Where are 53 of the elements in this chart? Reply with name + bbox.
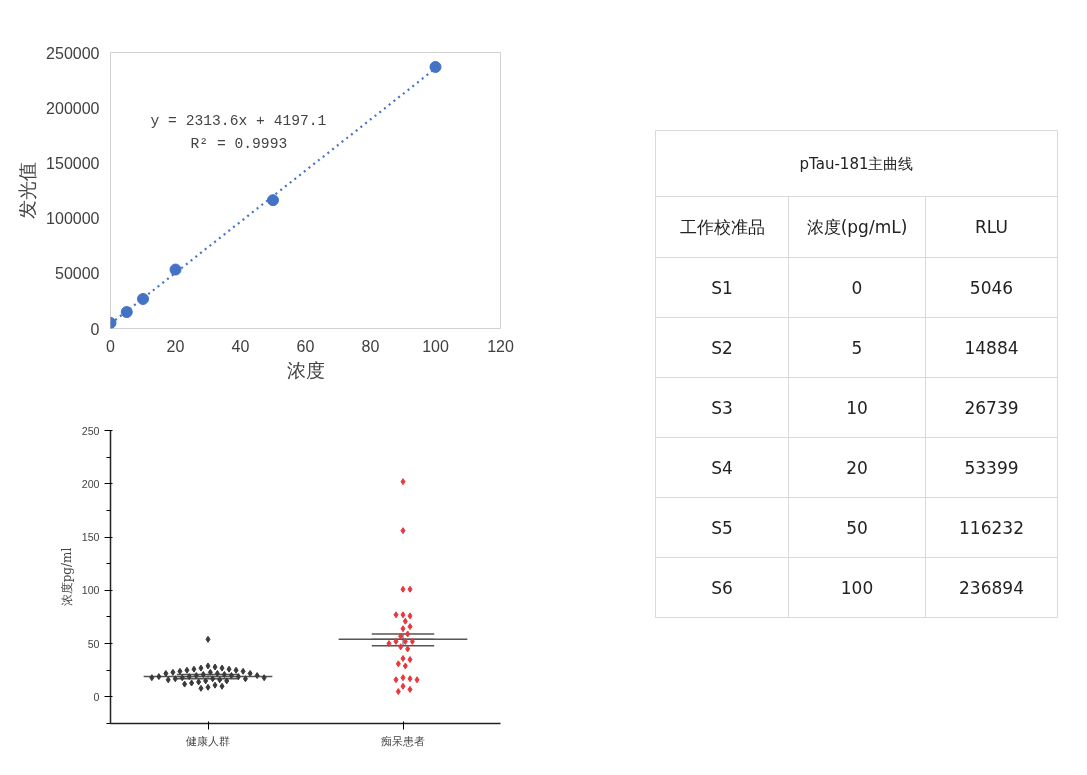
y-tick-label: 0 <box>93 690 100 703</box>
data-label: 14884 <box>964 338 1019 358</box>
data-label: 116232 <box>959 518 1024 538</box>
category-label: S5 <box>711 517 733 538</box>
text: RLU <box>975 217 1008 237</box>
x-tick-label: 40 <box>231 337 250 355</box>
x-tick-label: 痴呆患者 <box>381 734 425 748</box>
data-label: 10 <box>846 398 868 418</box>
point <box>137 292 149 305</box>
x-tick-label: 120 <box>487 337 514 355</box>
x-tick-label: 0 <box>106 337 116 355</box>
y-tick-label: 150 <box>81 531 100 544</box>
y-tick-label: 250000 <box>46 44 100 62</box>
point <box>169 263 182 276</box>
annotation: y = 2313.6x + 4197.1 <box>150 112 327 129</box>
data-label: 0 <box>851 278 863 298</box>
y-tick-label: 250 <box>81 424 100 437</box>
x-tick-label: 60 <box>296 337 315 355</box>
x-tick-label: 健康人群 <box>186 734 230 748</box>
x-tick-label: 20 <box>166 337 185 355</box>
y-axis-title: 浓度pg/ml <box>59 547 74 607</box>
x-tick-label: 80 <box>361 337 380 355</box>
data-label: 100 <box>840 578 874 598</box>
series-label: 浓度(pg/mL) <box>806 217 908 237</box>
category-label: S3 <box>711 397 733 418</box>
category-label: S1 <box>711 277 733 298</box>
x-tick-label: 100 <box>422 337 449 355</box>
y-tick-label: 100 <box>81 584 100 597</box>
y-tick-label: 200 <box>81 477 100 490</box>
text: pTau-181主曲线 <box>799 154 914 173</box>
data-label: 5046 <box>969 278 1014 298</box>
point <box>267 194 279 207</box>
data-label: 236894 <box>959 578 1024 598</box>
text: 工作校准品 <box>679 217 765 237</box>
x-axis-title: 浓度 <box>286 359 325 381</box>
data-label: 20 <box>846 458 868 478</box>
data-label: 26739 <box>964 398 1019 418</box>
y-tick-label: 100000 <box>46 210 100 228</box>
y-tick-label: 200000 <box>46 99 100 117</box>
point <box>429 60 442 73</box>
category-label: S4 <box>711 457 733 478</box>
y-tick-label: 150000 <box>46 154 100 172</box>
y-tick-label: 50 <box>87 637 100 650</box>
annotation: R² = 0.9993 <box>190 135 288 152</box>
data-label: 5 <box>851 338 863 358</box>
data-label: 50 <box>846 518 868 538</box>
category-label: S6 <box>711 577 733 598</box>
y-tick-label: 50000 <box>55 265 100 283</box>
y-axis-title: 发光值 <box>17 162 39 219</box>
point <box>120 306 133 319</box>
category-label: S2 <box>711 337 733 358</box>
y-tick-label: 0 <box>90 320 100 338</box>
data-label: 53399 <box>964 458 1019 478</box>
